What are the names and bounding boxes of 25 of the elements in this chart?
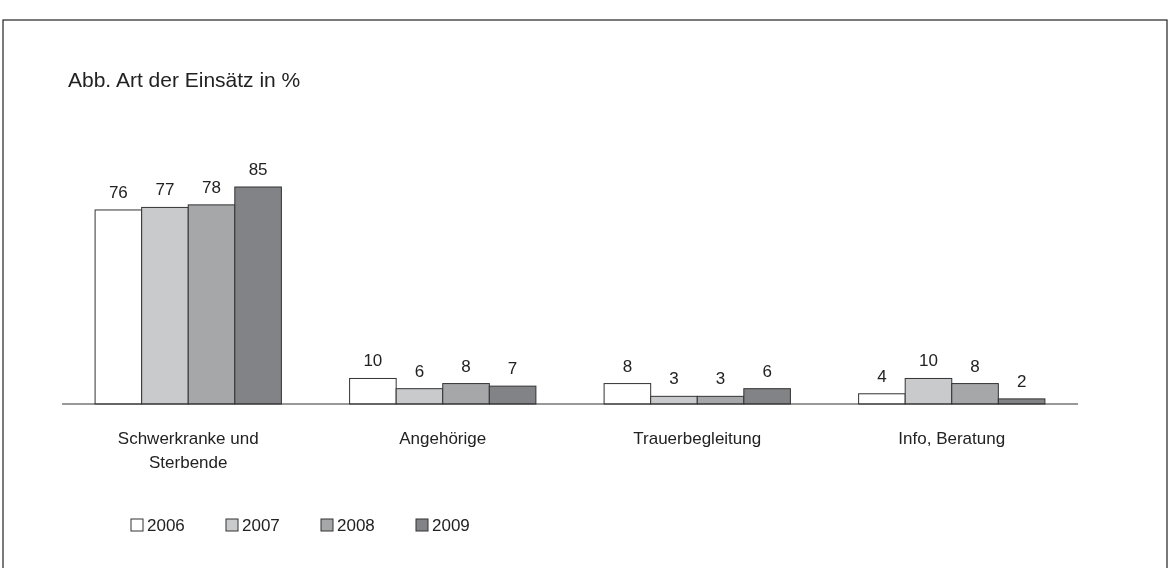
x-tick-label: Trauerbegleitung (633, 429, 762, 448)
chart-title: Abb. Art der Einsätz in % (68, 68, 301, 91)
data-label: 8 (970, 356, 980, 376)
data-label: 3 (669, 369, 679, 389)
data-label: 10 (919, 351, 938, 371)
data-label: 6 (762, 361, 772, 381)
data-label: 2 (1016, 371, 1027, 391)
data-label: 78 (202, 177, 221, 197)
legend-label: 2006 (147, 516, 185, 535)
data-label: 8 (461, 356, 471, 376)
data-label: 4 (877, 366, 887, 386)
data-label: 6 (414, 361, 425, 381)
data-label: 3 (715, 369, 726, 389)
data-label: 85 (248, 160, 268, 179)
data-label: 77 (155, 180, 175, 200)
x-tick-label: Angehörige (399, 429, 487, 448)
data-label: 10 (363, 351, 383, 371)
x-tick-label: Schwerkranke und Sterbende (117, 429, 259, 472)
legend-label: 2008 (337, 516, 375, 535)
data-label: 76 (108, 182, 128, 202)
x-tick-label: Info, Beratung (898, 429, 1006, 448)
legend-label: 2009 (432, 516, 470, 535)
data-label: 7 (507, 359, 518, 379)
legend-label: 2007 (242, 516, 280, 535)
data-label: 8 (622, 356, 633, 376)
